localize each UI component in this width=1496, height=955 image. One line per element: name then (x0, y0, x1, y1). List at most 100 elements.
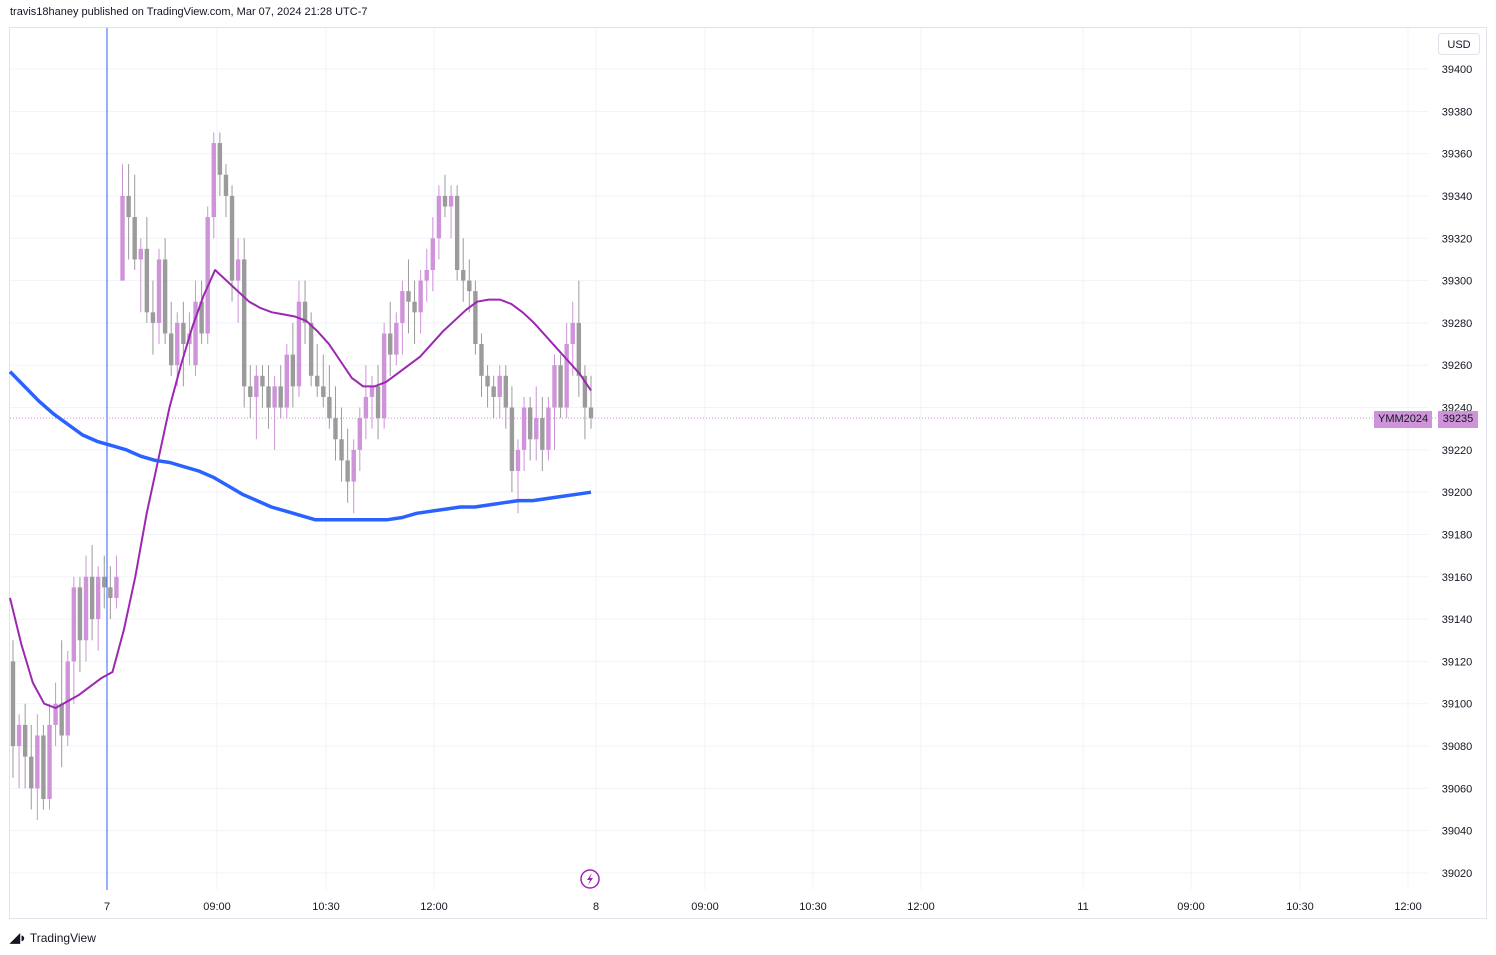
candle-body (588, 407, 594, 419)
candle-body (315, 375, 320, 387)
symbol-tag: YMM2024 (1374, 411, 1433, 428)
time-tick-label: 10:30 (799, 901, 827, 913)
price-tick-label: 39120 (1442, 656, 1473, 668)
candle-body (199, 301, 204, 334)
candle-body (102, 576, 107, 588)
candle-body (89, 576, 95, 620)
candle-body (570, 322, 575, 345)
price-tick-label: 39060 (1442, 783, 1473, 795)
candle-body (175, 322, 180, 366)
footer-brand-label: TradingView (29, 931, 96, 945)
candle-body (509, 407, 515, 471)
price-tick-label: 39140 (1442, 614, 1473, 626)
candle-body (558, 365, 563, 408)
candle-body (181, 322, 186, 345)
candle-body (503, 375, 509, 408)
candle-body (357, 418, 362, 450)
candle-body (436, 195, 442, 239)
lightning-icon[interactable] (580, 869, 600, 889)
candle-body (491, 386, 496, 397)
candle-body (345, 460, 350, 482)
candle-body (467, 280, 472, 292)
candle-body (138, 248, 143, 260)
candle-body (144, 248, 150, 313)
candle-body (278, 386, 283, 408)
candle-body (41, 735, 46, 799)
candle-body (576, 322, 582, 376)
price-tick-label: 39400 (1442, 64, 1473, 76)
price-axis[interactable]: 39020 39040 39060 39080 39100 39120 39140 39160… (1442, 64, 1473, 880)
candle-body (296, 301, 302, 387)
candle-body (290, 354, 296, 387)
price-tick-label: 39300 (1442, 276, 1473, 288)
candle-body (132, 217, 137, 260)
published-caption: travis18haney published on TradingView.c… (10, 6, 368, 18)
chart-frame (9, 27, 1487, 919)
candle-body (108, 587, 113, 598)
candle-body (260, 375, 265, 387)
candle-body (327, 396, 332, 419)
candle-body (552, 365, 557, 408)
candle-body (454, 195, 460, 270)
candle-body (242, 259, 247, 387)
candle-body (156, 259, 162, 323)
candle-body (272, 386, 277, 408)
candle-body (168, 333, 174, 366)
candle-body (308, 322, 314, 376)
candles (10, 132, 594, 821)
candle-body (211, 143, 216, 218)
candle-body (302, 301, 308, 323)
candle-body (205, 217, 210, 334)
candle-body (321, 386, 326, 397)
tradingview-logo-icon: ◢◗ (10, 930, 27, 945)
candle-body (95, 576, 101, 620)
candle-body (53, 703, 58, 725)
footer-brand[interactable]: ◢◗ TradingView (10, 930, 96, 946)
time-tick-label: 10:30 (312, 901, 340, 913)
candle-body (479, 344, 484, 376)
candle-body (412, 301, 417, 313)
time-tick-label: 12:00 (1394, 901, 1422, 913)
candle-body (59, 703, 64, 736)
candle-body (363, 396, 369, 419)
candle-body (266, 386, 271, 408)
candle-body (126, 195, 131, 218)
candle-body (381, 333, 387, 419)
candle-body (29, 756, 34, 789)
candle-body (400, 291, 405, 323)
time-tick-label: 7 (104, 901, 110, 913)
price-tick-label: 39200 (1442, 487, 1473, 499)
price-tick-label: 39080 (1442, 741, 1473, 753)
candle-body (10, 661, 16, 747)
candle-body (150, 312, 156, 323)
time-tick-label: 09:00 (203, 901, 231, 913)
candle-body (223, 174, 229, 196)
candle-body (193, 301, 198, 366)
time-tick-label: 8 (593, 901, 599, 913)
candle-body (497, 375, 502, 397)
candle-body (248, 386, 253, 397)
price-tick-label: 39360 (1442, 149, 1473, 161)
price-tick-label: 39020 (1442, 868, 1473, 880)
currency-button[interactable]: USD (1438, 33, 1480, 55)
time-tick-label: 11 (1077, 901, 1088, 913)
candle-body (162, 259, 168, 334)
moving-averages (8, 269, 592, 709)
candle-body (564, 344, 569, 408)
fast-moving-average-line (9, 269, 592, 709)
candle-body (406, 291, 411, 302)
candle-body (369, 386, 375, 397)
price-tick-label: 39040 (1442, 826, 1473, 838)
candle-body (534, 418, 539, 440)
candle-body (284, 354, 289, 408)
time-axis[interactable]: 7 09:00 10:30 12:00 8 09:00 10:30 12:00 11 09:00 1… (104, 901, 1422, 913)
candle-body (254, 375, 259, 397)
price-tick-label: 39340 (1442, 191, 1473, 203)
price-tick-label: 39160 (1442, 572, 1473, 584)
price-tick-label: 39180 (1442, 529, 1473, 541)
candle-body (47, 724, 52, 799)
candle-body (77, 587, 83, 641)
candle-body (333, 418, 338, 440)
candle-body (71, 587, 77, 662)
